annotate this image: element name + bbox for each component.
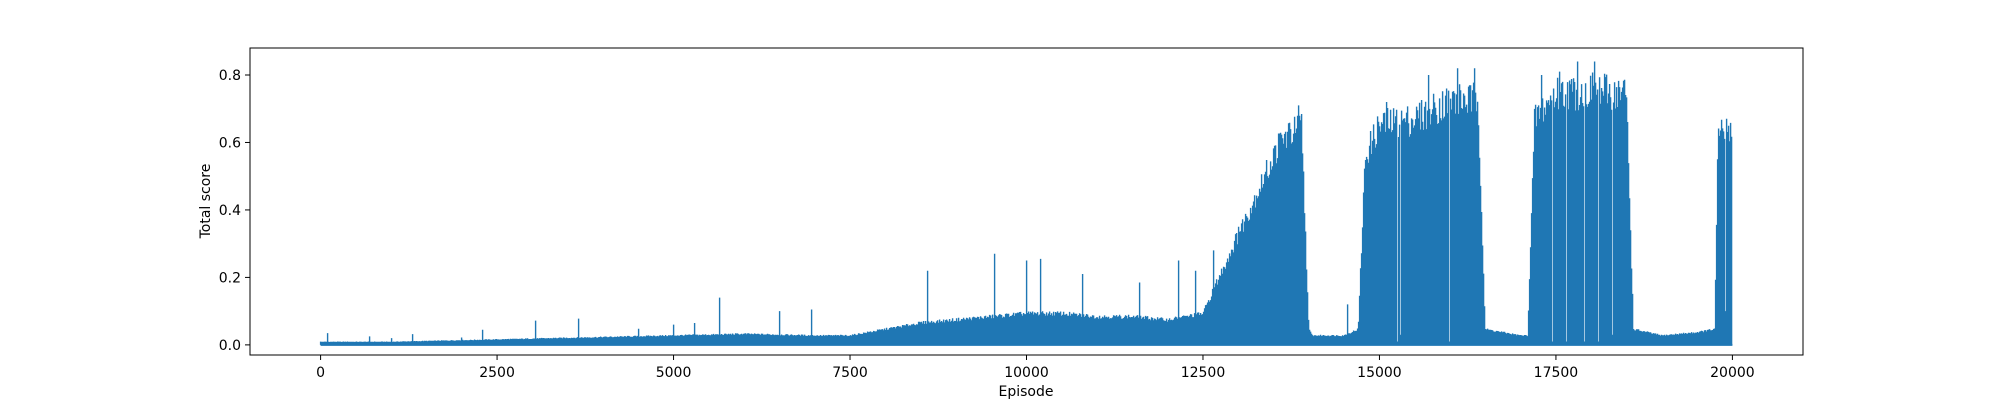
x-tick-label: 15000 [1357,365,1402,381]
x-tick-label: 10000 [1004,365,1049,381]
x-tick-label: 20000 [1710,365,1755,381]
y-tick-label: 0.4 [219,203,241,219]
y-axis-label: Total score [198,164,214,240]
x-axis: 0 2500 5000 7500 10000 12500 15000 17500 20000 [316,355,1755,381]
y-tick-label: 0.0 [219,338,241,354]
x-axis-label: Episode [999,384,1054,400]
y-tick-label: 0.2 [219,270,241,286]
x-tick-label: 2500 [479,365,515,381]
plot-area [319,61,1733,346]
y-axis: 0.0 0.2 0.4 0.6 0.8 [219,68,250,354]
x-tick-label: 7500 [832,365,868,381]
x-tick-label: 12500 [1181,365,1226,381]
x-tick-label: 17500 [1534,365,1579,381]
series-line [319,61,1733,345]
y-tick-label: 0.8 [219,68,241,84]
y-tick-label: 0.6 [219,135,241,151]
x-tick-label: 0 [316,365,325,381]
x-tick-label: 5000 [656,365,692,381]
